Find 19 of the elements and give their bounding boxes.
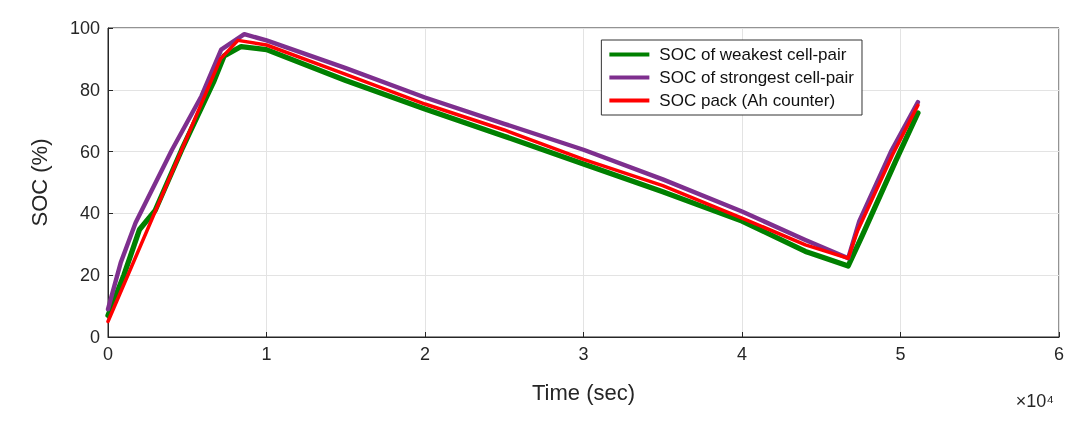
y-axis-title: SOC (%) xyxy=(26,138,52,227)
x-tick-label: 1 xyxy=(261,344,272,364)
y-tick-label: 0 xyxy=(89,327,100,347)
y-tick-label: 100 xyxy=(69,18,100,38)
legend-label: SOC of strongest cell-pair xyxy=(659,68,855,87)
y-tick-label: 80 xyxy=(79,79,100,100)
x-axis-title: Time (sec) xyxy=(531,379,636,405)
x-tick-label: 5 xyxy=(895,344,906,364)
y-tick-label: 20 xyxy=(79,265,100,286)
text: ×10⁴ xyxy=(1015,391,1055,411)
y-tick-label: 60 xyxy=(79,141,100,162)
x-tick-label: 4 xyxy=(736,344,748,364)
y-tick-label: 40 xyxy=(79,203,100,224)
x-tick-label: 3 xyxy=(578,344,589,364)
x-tick-label: 6 xyxy=(1053,344,1065,364)
x-tick-label: 0 xyxy=(102,344,114,364)
legend-label: SOC of weakest cell-pair xyxy=(659,45,847,64)
x-tick-label: 2 xyxy=(419,344,431,364)
legend-label: SOC pack (Ah counter) xyxy=(659,91,836,110)
